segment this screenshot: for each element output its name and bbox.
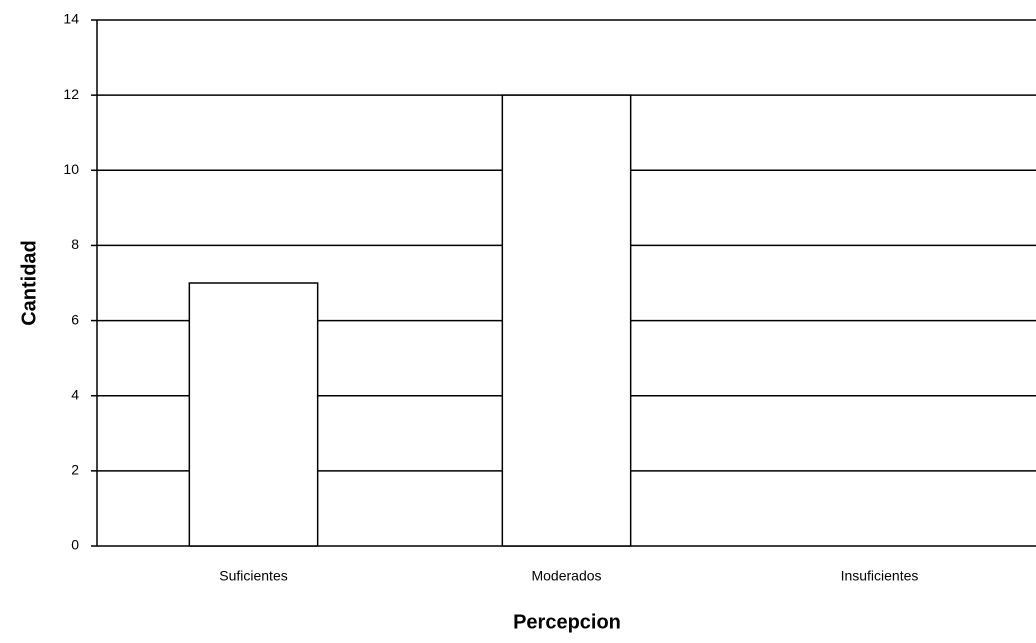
- y-axis-title: Cantidad: [18, 240, 40, 326]
- x-axis-title: Percepcion: [513, 611, 621, 633]
- y-tick-label: 6: [71, 311, 79, 327]
- y-tick-label: 14: [63, 11, 79, 27]
- x-tick-label: Insuficientes: [841, 568, 919, 584]
- y-tick-label: 2: [71, 462, 79, 478]
- x-tick-label: Moderados: [531, 568, 601, 584]
- y-tick-label: 8: [71, 236, 79, 252]
- y-tick-label: 4: [71, 386, 79, 402]
- y-tick-label: 10: [63, 161, 79, 177]
- y-tick-label: 12: [63, 86, 79, 102]
- x-tick-label: Suficientes: [219, 568, 287, 584]
- y-tick-label: 0: [71, 537, 79, 553]
- bar: [188, 282, 319, 547]
- bar: [501, 94, 632, 547]
